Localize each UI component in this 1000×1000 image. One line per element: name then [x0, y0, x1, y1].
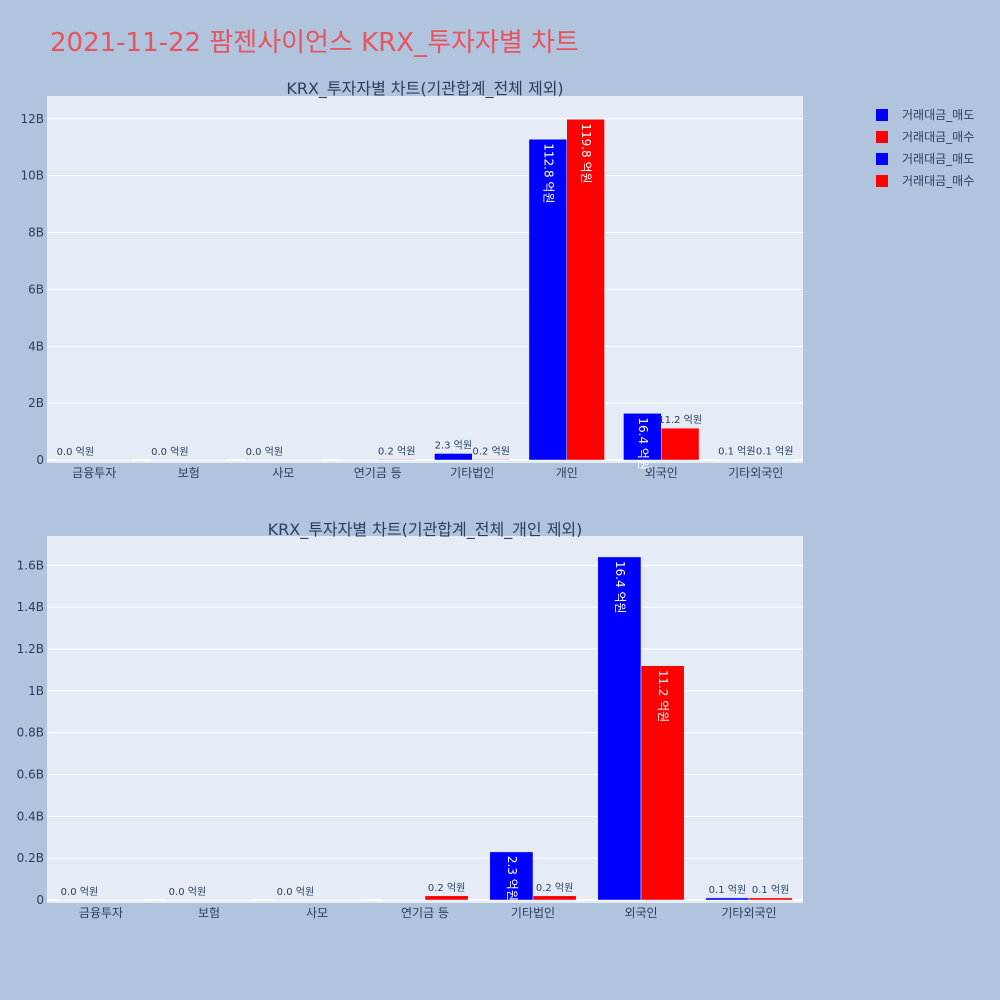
- data-label: 0.0 억원: [61, 886, 98, 898]
- bar-buy: [566, 119, 605, 461]
- x-tick-label: 보험: [178, 466, 200, 480]
- x-tick-label: 연기금 등: [354, 466, 402, 480]
- x-tick-label: 사모: [272, 466, 294, 480]
- bar-buy: [755, 459, 794, 461]
- bar-buy: [100, 899, 145, 901]
- data-label: 0.2 억원: [472, 445, 509, 457]
- data-label: 0.1 억원: [709, 884, 746, 896]
- data-label: 0.1 억원: [718, 446, 755, 458]
- data-label: 0.0 억원: [151, 446, 188, 458]
- bar-sell: [381, 899, 426, 901]
- data-label: 0.1 억원: [752, 884, 789, 896]
- page-title: 2021-11-22 팜젠사이언스 KRX_투자자별 차트: [50, 28, 579, 58]
- x-tick-label: 외국인: [645, 466, 678, 480]
- plot-area: [47, 96, 803, 463]
- bar-sell: [489, 851, 534, 901]
- bar-sell: [623, 413, 662, 461]
- data-label: 11.2 억원: [658, 414, 702, 426]
- y-tick-label: 12B: [20, 112, 44, 126]
- bar-buy: [316, 899, 361, 901]
- data-label: 0.1 억원: [756, 446, 793, 458]
- y-tick-label: 0.6B: [17, 767, 44, 781]
- data-label: 16.4 억원: [613, 561, 627, 614]
- bar-buy: [472, 459, 511, 461]
- data-label: 0.0 억원: [246, 446, 283, 458]
- x-tick-label: 기타외국인: [728, 466, 783, 480]
- data-label: 119.8 억원: [579, 123, 593, 183]
- data-label: 2.3 억원: [435, 439, 472, 451]
- data-label: 0.0 억원: [169, 886, 206, 898]
- x-tick-label: 금융투자: [72, 466, 116, 480]
- bar-sell: [273, 899, 318, 901]
- legend-swatch: [876, 131, 888, 143]
- chart-title: KRX_투자자별 차트(기관합계_전체 제외): [286, 79, 563, 99]
- bar-buy: [532, 895, 577, 901]
- y-tick-label: 0.4B: [17, 809, 44, 823]
- data-label: 112.8 억원: [541, 143, 555, 203]
- bar-sell: [165, 899, 210, 901]
- bar-buy: [748, 897, 793, 901]
- y-tick-label: 1B: [28, 684, 44, 698]
- legend-swatch: [876, 109, 888, 121]
- x-tick-label: 금융투자: [79, 906, 123, 920]
- x-tick-label: 외국인: [624, 906, 657, 920]
- bar-buy: [661, 427, 700, 461]
- bar-buy: [283, 459, 322, 461]
- y-tick-label: 0: [36, 453, 44, 467]
- bar-sell: [705, 897, 750, 901]
- data-label: 2.3 억원: [505, 856, 519, 901]
- y-tick-label: 6B: [28, 282, 44, 296]
- y-tick-label: 1.6B: [17, 558, 44, 572]
- bar-buy: [188, 459, 227, 461]
- x-tick-label: 보험: [198, 906, 220, 920]
- bar-sell: [56, 459, 95, 461]
- x-tick-label: 사모: [306, 906, 328, 920]
- plot-area: [47, 536, 803, 903]
- data-label: 0.2 억원: [428, 882, 465, 894]
- y-tick-label: 1.2B: [17, 642, 44, 656]
- legend-label: 거래대금_매수: [902, 130, 974, 144]
- data-label: 0.2 억원: [536, 882, 573, 894]
- y-tick-label: 0.8B: [17, 726, 44, 740]
- bar-buy: [208, 899, 253, 901]
- legend-label: 거래대금_매도: [902, 152, 974, 166]
- legend-label: 거래대금_매수: [902, 174, 974, 188]
- bar-buy: [94, 459, 133, 461]
- y-tick-label: 4B: [28, 339, 44, 353]
- y-tick-label: 0.2B: [17, 851, 44, 865]
- x-tick-label: 기타법인: [450, 466, 494, 480]
- legend-swatch: [876, 175, 888, 187]
- chart-title: KRX_투자자별 차트(기관합계_전체_개인 제외): [268, 520, 583, 540]
- legend-swatch: [876, 153, 888, 165]
- bar-sell: [245, 459, 284, 461]
- x-tick-label: 기타외국인: [721, 906, 776, 920]
- x-tick-label: 개인: [556, 466, 578, 480]
- bar-buy: [377, 459, 416, 461]
- data-label: 0.0 억원: [277, 886, 314, 898]
- bar-sell: [57, 899, 102, 901]
- data-label: 16.4 억원: [636, 417, 650, 470]
- bar-buy: [424, 895, 469, 901]
- bar-sell: [434, 453, 473, 461]
- y-tick-label: 1.4B: [17, 600, 44, 614]
- data-label: 11.2 억원: [656, 670, 670, 723]
- legend-label: 거래대금_매도: [902, 108, 974, 122]
- data-label: 0.2 억원: [378, 445, 415, 457]
- x-tick-label: 기타법인: [511, 906, 555, 920]
- y-tick-label: 2B: [28, 396, 44, 410]
- y-tick-label: 10B: [20, 169, 44, 183]
- y-tick-label: 0: [36, 893, 44, 907]
- y-tick-label: 8B: [28, 226, 44, 240]
- bar-sell: [528, 138, 568, 461]
- x-tick-label: 연기금 등: [401, 906, 449, 920]
- bar-sell: [597, 556, 642, 901]
- bar-sell: [339, 459, 379, 461]
- bar-sell: [150, 459, 189, 461]
- data-label: 0.0 억원: [57, 446, 94, 458]
- bar-buy: [640, 665, 685, 901]
- bar-sell: [717, 459, 757, 461]
